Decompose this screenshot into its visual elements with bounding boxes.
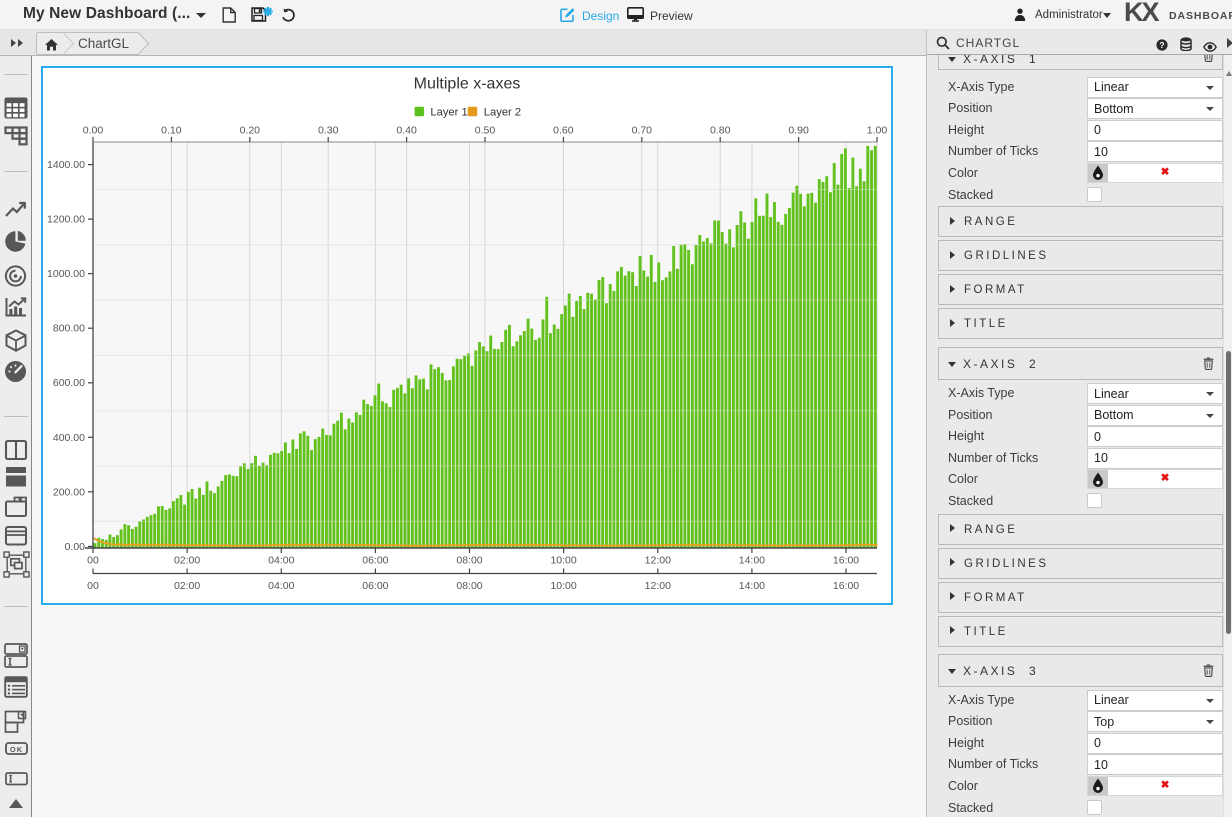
svg-text:10:00: 10:00: [550, 580, 576, 592]
svg-text:Layer 1: Layer 1: [430, 106, 467, 118]
svg-text:08:00: 08:00: [456, 580, 482, 592]
svg-text:0.00: 0.00: [83, 125, 104, 137]
svg-text:12:00: 12:00: [645, 580, 671, 592]
svg-text:0.40: 0.40: [396, 125, 417, 137]
svg-text:Layer 2: Layer 2: [484, 106, 521, 118]
svg-text:14:00: 14:00: [739, 580, 765, 592]
svg-text:16:00: 16:00: [833, 580, 859, 592]
svg-text:0.60: 0.60: [553, 125, 574, 137]
svg-text:600.00: 600.00: [53, 377, 85, 389]
svg-text:0.50: 0.50: [475, 125, 496, 137]
svg-text:0.90: 0.90: [788, 125, 809, 137]
svg-text:06:00: 06:00: [362, 580, 388, 592]
svg-text:06:00: 06:00: [362, 555, 388, 567]
svg-text:04:00: 04:00: [268, 555, 294, 567]
svg-text:14:00: 14:00: [739, 555, 765, 567]
svg-text:16:00: 16:00: [833, 555, 859, 567]
svg-text:1200.00: 1200.00: [47, 214, 85, 226]
svg-text:10:00: 10:00: [550, 555, 576, 567]
svg-text:02:00: 02:00: [174, 555, 200, 567]
svg-text:00: 00: [87, 580, 99, 592]
svg-text:1.00: 1.00: [867, 125, 888, 137]
svg-text:0.10: 0.10: [161, 125, 182, 137]
svg-text:0.80: 0.80: [710, 125, 731, 137]
svg-text:Multiple x-axes: Multiple x-axes: [414, 76, 521, 93]
svg-text:02:00: 02:00: [174, 580, 200, 592]
svg-text:OK: OK: [10, 745, 23, 754]
svg-text:08:00: 08:00: [456, 555, 482, 567]
svg-text:1000.00: 1000.00: [47, 268, 85, 280]
svg-text:00: 00: [87, 555, 99, 567]
svg-text:400.00: 400.00: [53, 432, 85, 444]
svg-text:0.20: 0.20: [240, 125, 261, 137]
svg-text:800.00: 800.00: [53, 323, 85, 335]
svg-text:12:00: 12:00: [645, 555, 671, 567]
svg-text:200.00: 200.00: [53, 486, 85, 498]
svg-text:04:00: 04:00: [268, 580, 294, 592]
svg-text:0.70: 0.70: [632, 125, 653, 137]
svg-text:0.30: 0.30: [318, 125, 339, 137]
svg-text:0.00: 0.00: [65, 541, 86, 553]
svg-text:?: ?: [1159, 40, 1164, 50]
svg-text:1400.00: 1400.00: [47, 159, 85, 171]
